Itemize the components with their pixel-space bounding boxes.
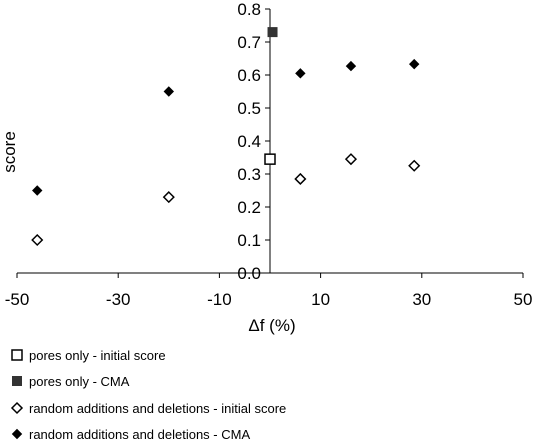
data-point-s3-4 [409, 58, 420, 70]
y-tick-label: 0.8 [237, 0, 261, 19]
x-tick-label: 30 [412, 290, 431, 309]
data-point-s1-0 [267, 27, 278, 38]
x-tick-label: -50 [5, 290, 30, 309]
x-tick-labels: -50 -30 -10 10 30 50 [5, 290, 533, 309]
data-point-s0-0 [264, 153, 276, 165]
data-point-s2-0 [31, 233, 44, 247]
y-tick-label: 0.2 [237, 198, 261, 217]
legend-label-3: random additions and deletions - CMA [29, 427, 250, 442]
y-tick-label: 0.5 [237, 99, 261, 118]
data-point-s2-3 [344, 153, 358, 166]
x-tick-label: -30 [106, 290, 131, 309]
x-tick-label: 50 [514, 290, 533, 309]
data-point-s3-1 [163, 86, 175, 97]
data-point-s3-3 [345, 60, 357, 72]
axes [16, 8, 524, 278]
legend-label-2: random additions and deletions - initial… [29, 401, 286, 416]
y-tick-label: 0.1 [237, 231, 261, 250]
legend-marker-0 [11, 349, 23, 361]
legend-label-0: pores only - initial score [29, 348, 166, 363]
y-tick-labels: 0.0 0.1 0.2 0.3 0.4 0.5 0.6 0.7 0.8 [237, 0, 261, 283]
legend-marker-1 [12, 376, 22, 386]
x-axis-title: Δf (%) [248, 316, 295, 335]
data-point-s3-2 [295, 68, 306, 79]
y-axis-title: score [0, 131, 19, 173]
legend-marker-2 [10, 401, 24, 415]
legend-marker-3 [11, 428, 23, 440]
x-tick-label: 10 [311, 290, 330, 309]
y-tick-label: 0.0 [237, 264, 261, 283]
y-tick-label: 0.7 [237, 33, 261, 52]
legend-label-1: pores only - CMA [29, 374, 130, 389]
data-point-s2-1 [162, 191, 175, 204]
y-tick-label: 0.4 [237, 132, 261, 151]
y-tick-label: 0.6 [237, 66, 261, 85]
data-point-s2-2 [294, 172, 307, 186]
x-tick-label: -10 [207, 290, 232, 309]
data-points [31, 27, 421, 247]
legend: pores only - initial score pores only - C… [10, 348, 286, 442]
data-point-s2-4 [408, 159, 421, 172]
data-point-s3-0 [32, 185, 43, 196]
y-tick-label: 0.3 [237, 165, 261, 184]
